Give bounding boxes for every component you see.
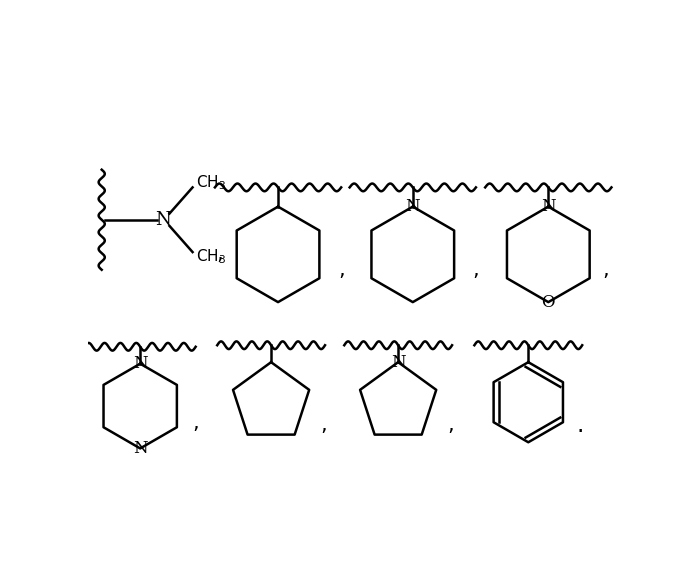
Text: ,: , bbox=[338, 260, 344, 280]
Text: ,: , bbox=[216, 244, 223, 264]
Text: CH$_3$: CH$_3$ bbox=[196, 247, 226, 266]
Text: N: N bbox=[541, 198, 555, 215]
Text: O: O bbox=[542, 294, 555, 311]
Text: N: N bbox=[133, 355, 147, 372]
Text: N: N bbox=[133, 440, 147, 457]
Text: N: N bbox=[405, 198, 420, 215]
Text: ,: , bbox=[473, 260, 480, 280]
Text: ,: , bbox=[192, 413, 199, 433]
Text: ,: , bbox=[602, 260, 608, 280]
Text: N: N bbox=[156, 211, 171, 229]
Text: CH$_3$: CH$_3$ bbox=[196, 174, 226, 192]
Text: N: N bbox=[391, 354, 405, 371]
Text: ,: , bbox=[320, 415, 327, 435]
Text: ,: , bbox=[447, 415, 454, 435]
Text: .: . bbox=[577, 413, 584, 437]
